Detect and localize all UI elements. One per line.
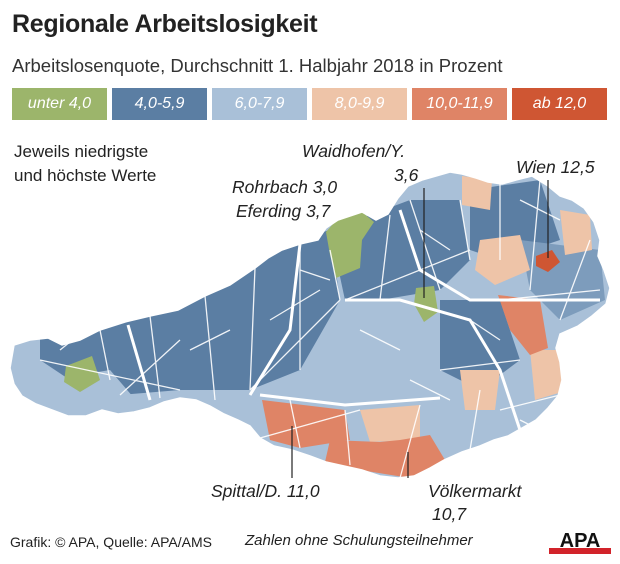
map-title: Regionale Arbeitslosigkeit (12, 10, 318, 38)
footnote: Zahlen ohne Schulungsteilnehmer (245, 532, 473, 549)
legend-item-10-12: 10,0-11,9 (412, 88, 507, 120)
source-credit: Grafik: © APA, Quelle: APA/AMS (10, 534, 212, 550)
label-eferding: Eferding 3,7 (236, 201, 331, 221)
note-line-1: Jeweils niedrigste (14, 142, 149, 161)
apa-logo-text: APA (560, 530, 601, 552)
apa-logo: APA (549, 528, 611, 554)
label-waidhofen-value: 3,6 (394, 165, 419, 185)
legend-item-over-12: ab 12,0 (512, 88, 607, 120)
label-voelkermarkt-value: 10,7 (432, 504, 467, 524)
label-waidhofen-name: Waidhofen/Y. (302, 141, 406, 161)
legend: unter 4,0 4,0-5,9 6,0-7,9 8,0-9,9 10,0-1… (12, 88, 607, 120)
map-subtitle: Arbeitslosenquote, Durchschnitt 1. Halbj… (12, 55, 503, 76)
austria-outline (9, 171, 611, 479)
legend-item-4-6: 4,0-5,9 (112, 88, 207, 120)
label-voelkermarkt-name: Völkermarkt (428, 481, 522, 501)
label-rohrbach: Rohrbach 3,0 (232, 177, 338, 197)
note-line-2: und höchste Werte (14, 166, 157, 185)
legend-item-under-4: unter 4,0 (12, 88, 107, 120)
extremes-note: Jeweils niedrigste und höchste Werte (14, 140, 156, 188)
legend-item-8-10: 8,0-9,9 (312, 88, 407, 120)
legend-item-6-8: 6,0-7,9 (212, 88, 307, 120)
label-spittal: Spittal/D. 11,0 (211, 481, 320, 501)
label-wien: Wien 12,5 (516, 157, 595, 177)
